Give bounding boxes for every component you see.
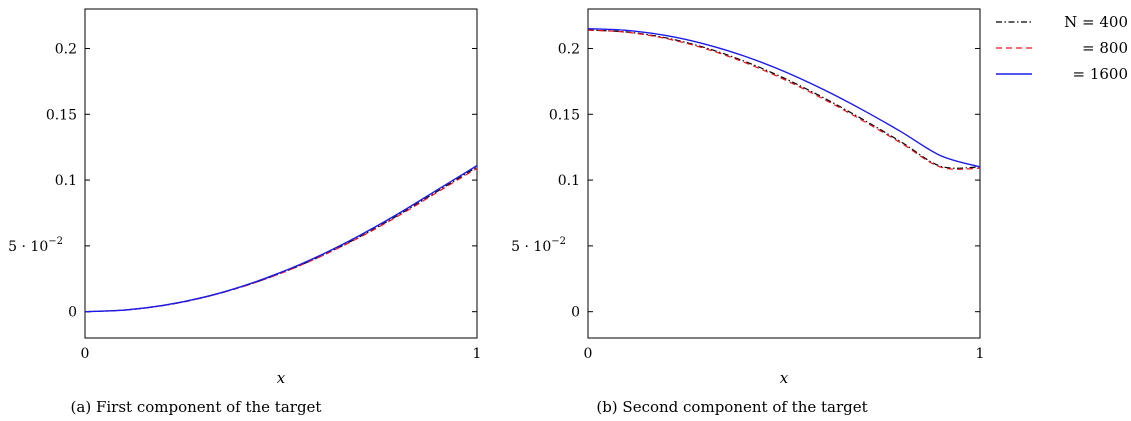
x-tick-label: 0 <box>584 346 593 362</box>
x-axis-label: x <box>780 369 789 387</box>
legend: N = 400 = 800 = 1600 <box>996 13 1128 83</box>
series-line-n1600 <box>587 28 981 168</box>
plot-frame <box>587 8 981 339</box>
subfigure-caption: (a) First component of the target <box>71 398 322 416</box>
y-tick-label: 0 <box>68 305 77 321</box>
y-tick-exponent: −2 <box>48 236 63 247</box>
x-axis-label: x <box>277 369 286 387</box>
panel-a: 0 5 · 10−2 0.1 0.15 0.2 0 1 x (a) First componen… <box>8 8 482 416</box>
y-tick-label: 0.15 <box>549 107 580 123</box>
y-tick-label: 0 <box>571 305 580 321</box>
y-tick-label: 0.15 <box>46 107 77 123</box>
x-tick-label: 1 <box>976 346 985 362</box>
series-line-n1600 <box>84 165 478 313</box>
series-line-n800 <box>84 167 478 313</box>
y-tick-label: 0.2 <box>558 41 580 57</box>
legend-label-n1600: = 1600 <box>1072 65 1128 83</box>
y-tick-label: 0.2 <box>55 41 77 57</box>
x-tick-label: 0 <box>81 346 90 362</box>
y-tick-label: 5 · 10−2 <box>8 236 63 255</box>
y-tick-label: 0.1 <box>558 173 580 189</box>
series-line-n800 <box>587 29 981 170</box>
x-tick-label: 1 <box>473 346 482 362</box>
panel-b: 0 5 · 10−2 0.1 0.15 0.2 0 1 x (b) Second compone… <box>511 8 985 416</box>
y-tick-exponent: −2 <box>551 236 566 247</box>
y-tick-label: 0.1 <box>55 173 77 189</box>
plot-frame <box>84 8 478 339</box>
subfigure-caption: (b) Second component of the target <box>596 398 867 416</box>
series-line-n400 <box>587 29 981 169</box>
y-tick-label: 5 · 10−2 <box>511 236 566 255</box>
legend-label-n800: = 800 <box>1082 39 1128 57</box>
series-line-n400 <box>84 166 478 313</box>
legend-label-n400: N = 400 <box>1064 13 1128 31</box>
